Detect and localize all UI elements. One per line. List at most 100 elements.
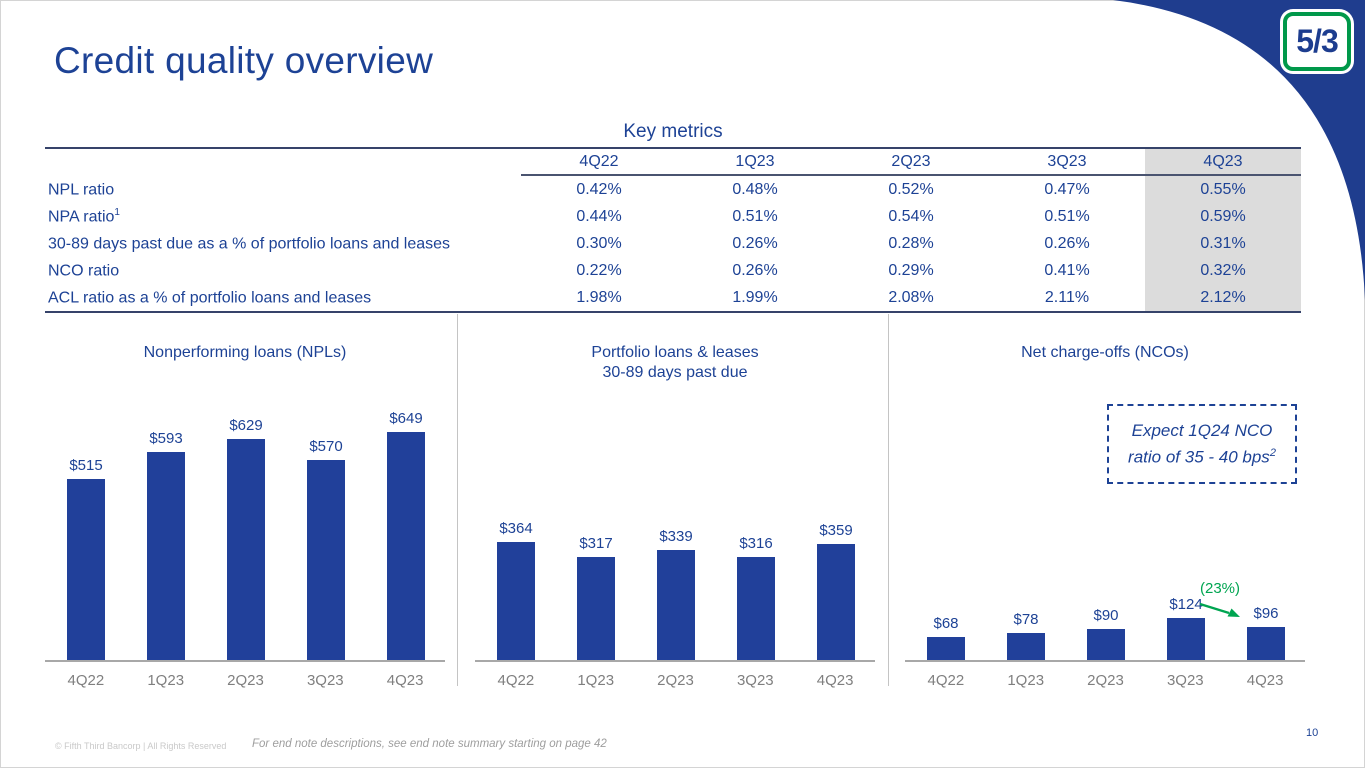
x-axis-labels: 4Q22 1Q23 2Q23 3Q23 4Q23 [475, 672, 875, 689]
callout-box: Expect 1Q24 NCO ratio of 35 - 40 bps2 [1107, 404, 1297, 484]
table-row: NPL ratio 0.42% 0.48% 0.52% 0.47% 0.55% [45, 176, 1301, 203]
x-axis-labels: 4Q22 1Q23 2Q23 3Q23 4Q23 [45, 672, 445, 689]
x-axis-label: 3Q23 [1166, 672, 1204, 689]
metric-cell-highlighted: 2.12% [1145, 284, 1301, 311]
bar-value-label: $78 [1013, 611, 1039, 628]
bar-value-label: $649 [389, 410, 423, 427]
row-label: NCO ratio [48, 262, 120, 280]
metric-cell: 1.99% [732, 288, 778, 306]
column-header: 1Q23 [677, 149, 833, 176]
x-axis-label: 3Q23 [736, 672, 774, 689]
bar-group: $629 [206, 417, 286, 660]
bar-group: $359 [796, 522, 876, 660]
page-title: Credit quality overview [54, 40, 434, 81]
callout-line1: Expect 1Q24 NCO [1131, 420, 1273, 440]
row-label: NPL ratio [48, 181, 115, 199]
chart-nonperforming-loans: Nonperforming loans (NPLs) $515 $593 $62… [45, 335, 445, 695]
bar-value-label: $339 [659, 528, 693, 545]
x-axis-label: 1Q23 [1007, 672, 1045, 689]
bar-value-label: $593 [149, 430, 183, 447]
bar [1247, 627, 1285, 660]
bar-value-label: $96 [1253, 605, 1279, 622]
metric-cell: 2.08% [888, 288, 934, 306]
row-label: 30-89 days past due as a % of portfolio … [48, 235, 451, 253]
bar [1007, 633, 1045, 660]
bar [1087, 629, 1125, 660]
chart-net-charge-offs: Net charge-offs (NCOs) $68 $78 $90 $124 … [905, 335, 1305, 695]
key-metrics-title: Key metrics [623, 121, 723, 142]
bar-value-label: $570 [309, 438, 343, 455]
x-axis-label: 4Q23 [816, 672, 854, 689]
x-axis-label: 4Q22 [927, 672, 965, 689]
decrease-arrow-icon [1199, 602, 1240, 617]
x-axis-label: 1Q23 [577, 672, 615, 689]
x-axis-label: 1Q23 [147, 672, 185, 689]
bar-value-label: $359 [819, 522, 853, 539]
plot-area: $515 $593 $629 $570 $649 [45, 410, 445, 662]
chart-divider [457, 314, 458, 686]
bar-group: $515 [46, 457, 126, 660]
bar [497, 542, 535, 660]
chart-divider [888, 314, 889, 686]
bar-group: $317 [556, 535, 636, 660]
bar-value-label: $124 [1169, 596, 1203, 613]
fifth-third-logo: 5/3 [1283, 12, 1351, 71]
bar-value-label: $316 [739, 535, 773, 552]
bar-value-label: $629 [229, 417, 263, 434]
x-axis-label: 4Q23 [386, 672, 424, 689]
metric-cell: 0.51% [732, 207, 778, 225]
row-label: ACL ratio as a % of portfolio loans and … [48, 289, 372, 307]
table-row: ACL ratio as a % of portfolio loans and … [45, 284, 1301, 311]
logo-text: 5/3 [1296, 23, 1338, 59]
metric-cell: 2.11% [1044, 288, 1090, 306]
table-row: NPA ratio1 0.44% 0.51% 0.54% 0.51% 0.59% [45, 203, 1301, 230]
bar-group: $649 [366, 410, 446, 660]
bar-group: $364 [476, 520, 556, 660]
bar [817, 544, 855, 660]
callout-line2: ratio of 35 - 40 bps2 [1128, 446, 1276, 467]
plot-area: $68 $78 $90 $124 $96 [905, 430, 1305, 662]
plot-area: $364 $317 $339 $316 $359 [475, 430, 875, 662]
metric-cell: 0.48% [732, 180, 778, 198]
bar [577, 557, 615, 660]
footer-copyright: © Fifth Third Bancorp | All Rights Reser… [55, 741, 227, 751]
column-header: 3Q23 [989, 149, 1145, 176]
bar [927, 637, 965, 660]
column-header: 2Q23 [833, 149, 989, 176]
page-number: 10 [1306, 727, 1319, 739]
metric-cell: 0.52% [888, 180, 934, 198]
metric-cell: 0.47% [1044, 180, 1090, 198]
column-header-highlighted: 4Q23 [1145, 149, 1301, 176]
metric-cell-highlighted: 0.31% [1145, 230, 1301, 257]
column-header: 4Q22 [521, 149, 677, 176]
chart-title: Portfolio loans & leases 30-89 days past… [591, 344, 759, 381]
key-metrics-table: 4Q22 1Q23 2Q23 3Q23 4Q23 NPL ratio 0.42%… [45, 147, 1301, 313]
row-label: NPA ratio1 [48, 206, 120, 226]
table-row: 30-89 days past due as a % of portfolio … [45, 230, 1301, 257]
corner-swoosh [1113, 0, 1365, 300]
bar-value-label: $515 [69, 457, 103, 474]
bar-value-label: $317 [579, 535, 613, 552]
bar-value-label: $90 [1093, 607, 1119, 624]
metric-cell: 0.29% [888, 261, 934, 279]
chart-title: Nonperforming loans (NPLs) [143, 344, 347, 361]
bar-value-label: $68 [933, 615, 959, 632]
bar-group: $316 [716, 535, 796, 660]
footer-endnote: For end note descriptions, see end note … [252, 738, 607, 750]
x-axis-label: 4Q23 [1246, 672, 1284, 689]
metric-cell: 0.42% [576, 180, 622, 198]
metric-cell: 0.41% [1044, 261, 1090, 279]
bar-group: $339 [636, 528, 716, 660]
table-row: NCO ratio 0.22% 0.26% 0.29% 0.41% 0.32% [45, 257, 1301, 284]
bar [227, 439, 265, 660]
bar-group: $96 [1226, 605, 1306, 660]
metric-cell: 0.26% [732, 234, 778, 252]
x-axis-label: 2Q23 [1087, 672, 1124, 689]
chart-title: Net charge-offs (NCOs) [1021, 344, 1189, 361]
bar-group: $90 [1066, 607, 1146, 660]
metric-cell: 0.26% [732, 261, 778, 279]
bar [67, 479, 105, 660]
x-axis-label: 4Q22 [67, 672, 105, 689]
bar-group: $570 [286, 438, 366, 660]
